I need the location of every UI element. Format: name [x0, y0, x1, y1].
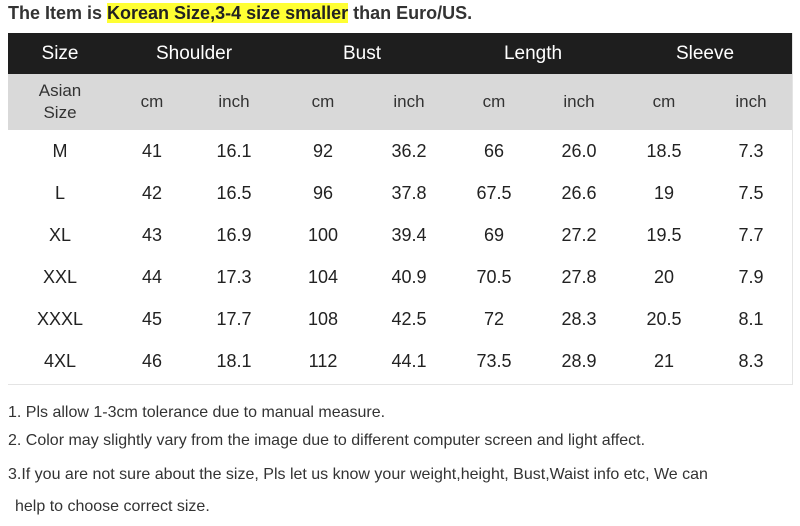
table-cell: 44.1: [391, 350, 427, 371]
table-cell: 7.7: [738, 224, 764, 245]
table-row: XL 43 16.9 100 39.4 69 27.2 19.5 7.7: [8, 214, 792, 256]
header-bust: Bust: [276, 33, 448, 74]
headline-suffix: than Euro/US.: [348, 3, 473, 23]
table-cell: 37.8: [391, 182, 427, 203]
headline-highlight: Korean Size,3-4 size smaller: [107, 3, 349, 23]
table-cell: 7.9: [738, 266, 764, 287]
header-shoulder: Shoulder: [112, 33, 276, 74]
table-cell: 16.1: [216, 140, 252, 161]
asian-size-line1: Asian: [38, 81, 82, 100]
table-row: M 41 16.1 92 36.2 66 26.0 18.5 7.3: [8, 130, 792, 172]
table-cell: 72: [483, 308, 505, 329]
unit-inch: inch: [370, 74, 448, 130]
table-cell: 27.8: [561, 266, 597, 287]
table-row: 4XL 46 18.1 112 44.1 73.5 28.9 21 8.3: [8, 340, 792, 382]
table-cell: 21: [653, 350, 675, 371]
table-units-row: Asian Size cm inch cm inch cm inch cm in…: [8, 74, 793, 130]
unit-cm: cm: [448, 74, 540, 130]
note-tolerance: 1. Pls allow 1-3cm tolerance due to manu…: [8, 404, 386, 421]
table-row: XXXL 45 17.7 108 42.5 72 28.3 20.5 8.1: [8, 298, 792, 340]
table-cell: 69: [483, 224, 505, 245]
table-cell: 70.5: [476, 266, 512, 287]
table-cell: 46: [141, 350, 163, 371]
table-cell: 8.3: [738, 350, 764, 371]
table-cell: 20.5: [646, 308, 682, 329]
table-cell: 41: [141, 140, 163, 161]
table-cell: 26.0: [561, 140, 597, 161]
headline-prefix: The Item is: [8, 3, 108, 23]
table-cell: 43: [141, 224, 163, 245]
size-cell: XL: [48, 224, 72, 245]
table-cell: 92: [312, 140, 334, 161]
size-cell: M: [52, 140, 68, 161]
table-cell: 28.3: [561, 308, 597, 329]
table-cell: 19: [653, 182, 675, 203]
size-cell: XXL: [42, 266, 78, 287]
size-cell: XXXL: [36, 308, 84, 329]
unit-inch: inch: [192, 74, 276, 130]
table-cell: 104: [307, 266, 339, 287]
size-chart-table: Size Shoulder Bust Length Sleeve Asian S…: [8, 33, 793, 382]
unit-cm: cm: [112, 74, 192, 130]
header-sleeve: Sleeve: [618, 33, 793, 74]
table-cell: 16.5: [216, 182, 252, 203]
table-cell: 108: [307, 308, 339, 329]
table-cell: 42: [141, 182, 163, 203]
table-cell: 20: [653, 266, 675, 287]
header-size: Size: [8, 33, 112, 74]
table-row: L 42 16.5 96 37.8 67.5 26.6 19 7.5: [8, 172, 792, 214]
table-cell: 7.5: [738, 182, 764, 203]
table-cell: 112: [308, 350, 338, 371]
table-cell: 45: [141, 308, 163, 329]
table-cell: 16.9: [216, 224, 252, 245]
table-cell: 73.5: [476, 350, 512, 371]
table-cell: 39.4: [391, 224, 427, 245]
unit-cm: cm: [618, 74, 710, 130]
table-cell: 44: [141, 266, 163, 287]
table-cell: 28.9: [561, 350, 597, 371]
table-cell: 66: [483, 140, 505, 161]
table-cell: 17.7: [216, 308, 252, 329]
table-cell: 40.9: [391, 266, 427, 287]
table-cell: 18.1: [216, 350, 252, 371]
table-cell: 18.5: [646, 140, 682, 161]
table-cell: 27.2: [561, 224, 597, 245]
table-cell: 8.1: [738, 308, 764, 329]
table-row: XXL 44 17.3 104 40.9 70.5 27.8 20 7.9: [8, 256, 792, 298]
table-cell: 67.5: [476, 182, 512, 203]
table-cell: 19.5: [646, 224, 682, 245]
table-cell: 26.6: [561, 182, 597, 203]
table-cell: 42.5: [391, 308, 427, 329]
asian-size-line2: Size: [43, 103, 77, 122]
note-size-help-cont: help to choose correct size.: [15, 498, 210, 515]
table-cell: 7.3: [738, 140, 764, 161]
table-frame: [8, 33, 793, 385]
unit-inch: inch: [710, 74, 793, 130]
table-cell: 100: [307, 224, 339, 245]
table-header-row: Size Shoulder Bust Length Sleeve: [8, 33, 793, 74]
size-cell: 4XL: [43, 350, 77, 371]
table-cell: 96: [312, 182, 334, 203]
asian-size-label: Asian Size: [8, 74, 112, 130]
unit-cm: cm: [276, 74, 370, 130]
header-length: Length: [448, 33, 618, 74]
table-cell: 17.3: [216, 266, 252, 287]
table-cell: 36.2: [391, 140, 427, 161]
unit-inch: inch: [540, 74, 618, 130]
note-size-help: 3.If you are not sure about the size, Pl…: [8, 466, 708, 483]
page-title: The Item is Korean Size,3-4 size smaller…: [8, 2, 472, 24]
size-cell: L: [54, 182, 65, 203]
note-color: 2. Color may slightly vary from the imag…: [8, 432, 646, 449]
